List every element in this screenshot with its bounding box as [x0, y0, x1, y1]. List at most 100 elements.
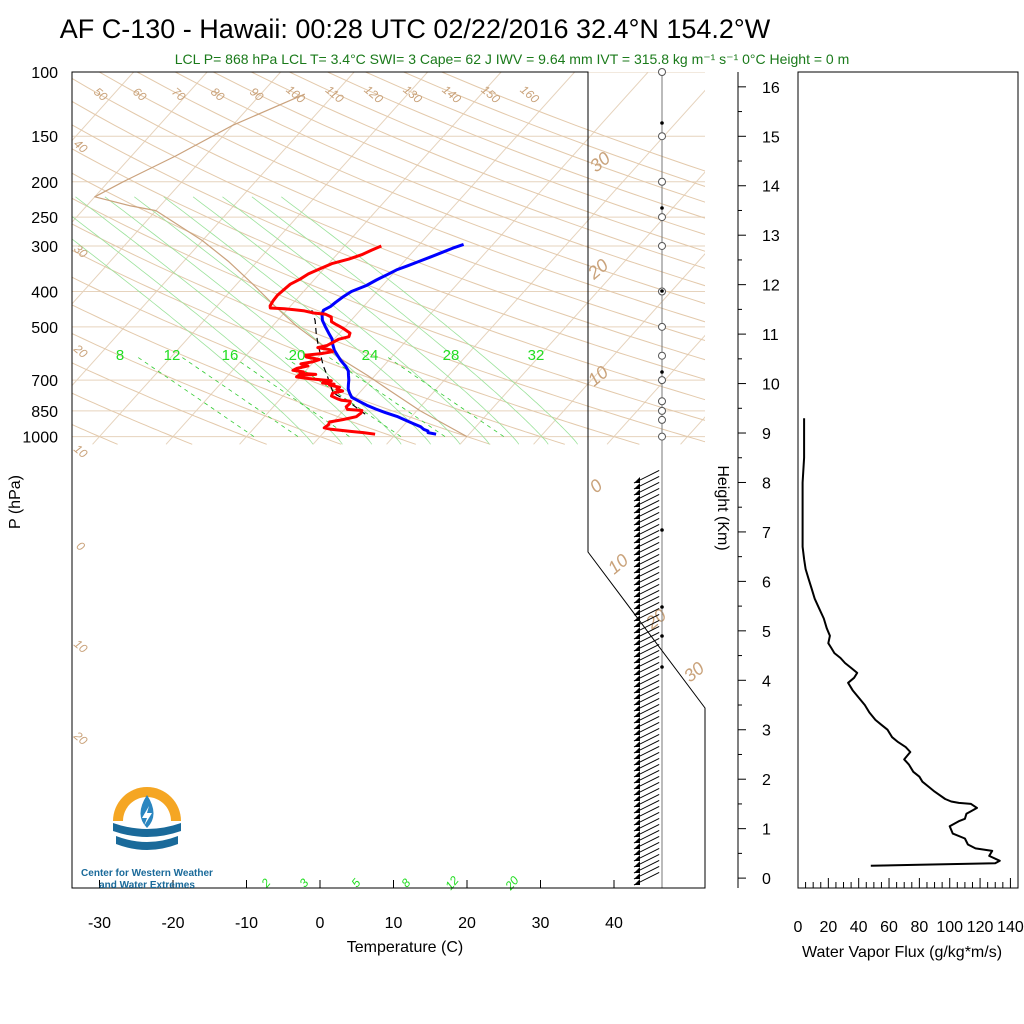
skew-t-background-labels: 50 60 70 80 90 100 110 120 130 140 150 160403020100… [70, 82, 708, 893]
wind-flag-icon [634, 789, 640, 795]
height-tick-label: 7 [762, 525, 771, 542]
height-tick-label: 3 [762, 723, 771, 740]
pressure-tick-label: 150 [31, 129, 58, 146]
wind-flag-icon [634, 567, 640, 573]
wind-dot-icon [660, 605, 664, 609]
logo-wave-icon [116, 836, 178, 850]
moist-adiabat-line [75, 196, 373, 445]
moist-adiabat-label: 28 [443, 347, 460, 364]
wind-flag-icon [634, 783, 640, 789]
wind-flag-icon [634, 801, 640, 807]
flux-series [801, 418, 1001, 867]
y-axis-label: P (hPa) [7, 475, 24, 529]
height-tick-label: 5 [762, 624, 771, 641]
wind-flag-icon [634, 849, 640, 855]
theta-label-top: 70 [169, 85, 188, 105]
pressure-tick-label: 700 [31, 373, 58, 390]
wind-flag-icon [634, 765, 640, 771]
wind-dot-icon [660, 528, 664, 532]
wind-flag-icon [634, 729, 640, 735]
theta-label-top: 90 [247, 85, 266, 105]
height-tick-label: 11 [762, 327, 779, 344]
isotherm-line [386, 89, 705, 445]
theta-label-left: 20 [70, 341, 90, 361]
theta-label-left: 10 [71, 637, 90, 657]
pressure-tick-label: 100 [31, 65, 58, 82]
moist-adiabat-label: 8 [116, 347, 124, 364]
moist-adiabat-line [281, 196, 578, 445]
isotherm-label-right: 30 [680, 658, 708, 686]
mixing-ratio-label: 12 [442, 873, 462, 892]
wind-flag-icon [634, 651, 640, 657]
dry-adiabat-line [72, 424, 118, 445]
wind-flag-icon [634, 777, 640, 783]
temperature-tick-label: -30 [88, 915, 111, 932]
wind-flag-icon [634, 819, 640, 825]
wind-flag-icon [634, 723, 640, 729]
height-tick-label: 9 [762, 426, 771, 443]
theta-label-top: 60 [130, 85, 149, 105]
wind-flag-icon [634, 813, 640, 819]
pressure-tick-label: 250 [31, 210, 58, 227]
height-tick-label: 14 [762, 179, 780, 196]
dry-adiabat-line [72, 77, 705, 342]
wind-flag-icon [634, 507, 640, 513]
isotherm-line [459, 171, 705, 445]
theta-label-top: 80 [208, 85, 227, 105]
wind-flag-icon [634, 741, 640, 747]
moist-adiabat-label: 24 [362, 347, 379, 364]
moist-adiabat-line [251, 196, 549, 445]
theta-label-left: 40 [71, 137, 90, 157]
pressure-tick-label: 850 [31, 404, 58, 421]
isotherm-line [533, 253, 705, 445]
flux-tick-label: 140 [997, 919, 1024, 936]
calm-wind-icon [658, 432, 666, 441]
wind-dot-icon [660, 370, 664, 374]
pressure-tick-label: 200 [31, 175, 58, 192]
calm-wind-icon [658, 415, 666, 424]
wind-flag-icon [634, 753, 640, 759]
chart-subtitle: LCL P= 868 hPa LCL T= 3.4°C SWI= 3 Cape=… [175, 51, 850, 67]
wind-flag-icon [634, 807, 640, 813]
height-tick-label: 2 [762, 772, 771, 789]
moist-adiabat-label: 32 [528, 347, 545, 364]
wind-flag-icon [634, 687, 640, 693]
wind-flag-icon [634, 717, 640, 723]
wind-flag-icon [634, 579, 640, 585]
wind-flag-icon [634, 663, 640, 669]
wind-flag-icon [634, 669, 640, 675]
temperature-tick-label: -10 [235, 915, 258, 932]
water-vapor-flux-line [801, 418, 1001, 867]
theta-label-top: 120 [361, 82, 386, 106]
temperature-tick-label: -20 [161, 915, 184, 932]
wind-flag-icon [634, 483, 640, 489]
x-axis-label: Temperature (C) [347, 939, 463, 956]
dry-adiabat-line [403, 72, 705, 187]
wind-flag-icon [634, 531, 640, 537]
wind-flag-icon [634, 525, 640, 531]
wind-dot-icon [660, 289, 664, 293]
height-tick-label: 0 [762, 871, 771, 888]
theta-label-left: 20 [70, 728, 90, 748]
wind-flag-icon [634, 543, 640, 549]
dry-adiabat-line [72, 172, 705, 421]
moist-adiabat-line [72, 215, 343, 445]
wind-dot-icon [660, 665, 664, 669]
wind-flag-icon [634, 645, 640, 651]
height-tick-label: 16 [762, 80, 780, 97]
logo-text-line2: and Water Extremes [99, 880, 195, 891]
dry-adiabat-line [213, 72, 705, 269]
skew-t-series [94, 93, 468, 438]
skew-t-background-lines [72, 72, 705, 445]
isotherm-label-right: 10 [604, 550, 632, 578]
isotherm-label-right: 0 [586, 475, 607, 497]
wind-flag-icon [634, 603, 640, 609]
isotherm-line [72, 72, 355, 387]
isotherm-line [680, 416, 705, 445]
dry-adiabat-line [72, 124, 705, 380]
calm-wind-icon [658, 376, 666, 385]
isotherm-line [92, 72, 429, 445]
height-tick-label: 10 [762, 377, 780, 394]
parcel-line [311, 310, 366, 415]
